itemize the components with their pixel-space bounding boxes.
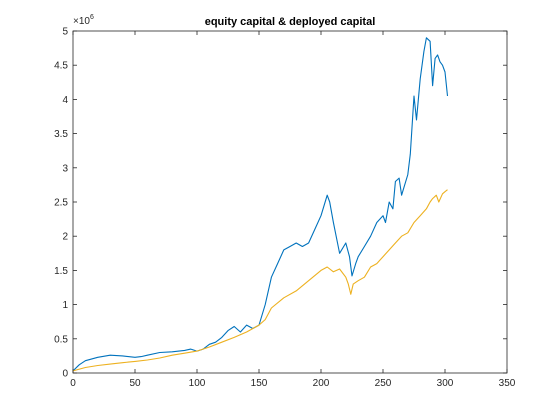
y-tick-label: 1 [62, 300, 68, 311]
y-tick-label: 3 [62, 163, 68, 174]
y-tick-label: 1.5 [54, 266, 68, 277]
series-layer [72, 37, 449, 372]
x-tick-label: 250 [375, 378, 392, 389]
y-multiplier-base: ×10 [73, 16, 90, 27]
plot-background [73, 31, 507, 373]
ticks-layer: 0 50 100 150 200 250 300 350 0 0.5 1 1.5 2 2.5 3 3.5 4 4.… [54, 27, 516, 390]
y-tick-label: 4.5 [54, 61, 68, 72]
y-tick-label: 2 [62, 232, 68, 243]
y-tick-label: 3.5 [54, 129, 68, 140]
y-tick-label: 5 [62, 27, 68, 38]
x-tick-label: 50 [129, 378, 141, 389]
chart-title: equity capital & deployed capital [205, 16, 376, 28]
y-tick-label: 0 [62, 369, 68, 380]
x-tick-label: 300 [437, 378, 454, 389]
x-tick-label: 350 [499, 378, 516, 389]
x-tick-label: 200 [313, 378, 330, 389]
y-tick-label: 0.5 [54, 334, 68, 345]
y-tick-label: 2.5 [54, 198, 68, 209]
y-tick-label: 4 [62, 95, 68, 106]
y-axis-multiplier: ×106 [73, 14, 94, 27]
x-tick-label: 100 [189, 378, 206, 389]
x-tick-label: 150 [251, 378, 268, 389]
y-multiplier-exponent: 6 [90, 14, 94, 21]
series-line-2 [72, 189, 448, 372]
x-tick-label: 0 [70, 378, 76, 389]
series-line-1 [72, 37, 449, 372]
